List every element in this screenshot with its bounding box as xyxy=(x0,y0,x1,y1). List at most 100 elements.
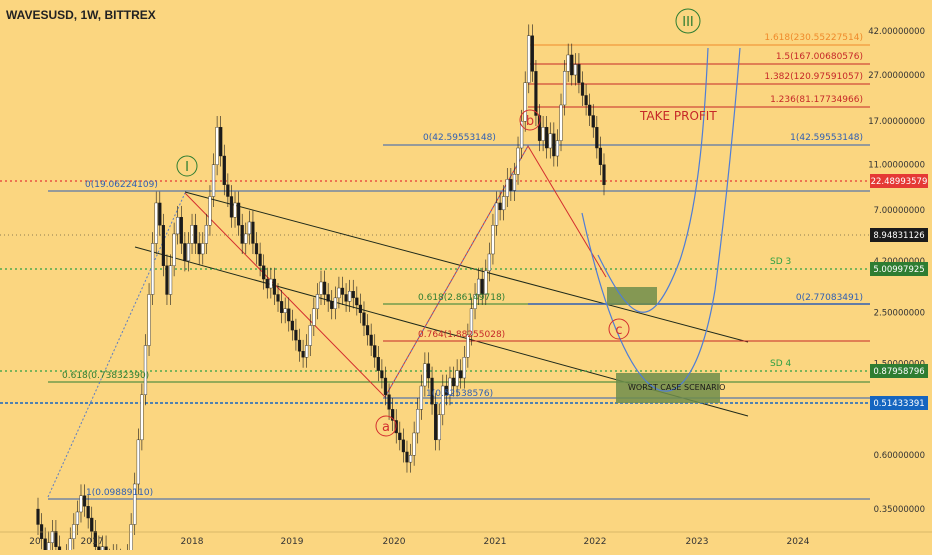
candle-body xyxy=(534,71,538,116)
fib-0618-left-label: 0.618(0.73832390) xyxy=(62,371,149,381)
candle-body xyxy=(197,243,201,255)
candle-body xyxy=(305,345,309,358)
candle-body xyxy=(584,95,588,106)
time-axis: 20 2017 2018 2019 2020 2021 2022 2023 2024 xyxy=(0,531,932,547)
y-tick-label: 2.50000000 xyxy=(874,309,925,319)
candle-body xyxy=(577,64,581,83)
candle-body xyxy=(215,127,219,165)
candle-body xyxy=(358,304,363,313)
candle-body xyxy=(176,217,180,235)
candle-body xyxy=(244,233,248,244)
candle-body xyxy=(68,538,72,555)
price-badge xyxy=(870,228,928,242)
candle-body xyxy=(326,294,330,302)
fib-1382-label: 1.382(120.97591057) xyxy=(764,72,863,82)
candle-body xyxy=(136,439,140,485)
candle-body xyxy=(201,243,205,255)
candle-body xyxy=(269,278,273,289)
sd3-label: SD 3 xyxy=(770,257,791,267)
candle-body xyxy=(555,140,560,157)
wave-label-a: a xyxy=(375,415,397,437)
candle-body xyxy=(82,495,87,507)
fib-1236-label: 1.236(81.17734966) xyxy=(770,95,863,105)
candle-body xyxy=(315,294,320,309)
candle-body xyxy=(408,455,413,463)
wave-label-c-text: c xyxy=(615,323,622,338)
wave-label-b: b xyxy=(519,109,541,131)
candle-body xyxy=(391,409,395,421)
candle-body xyxy=(39,524,44,539)
candle-body xyxy=(520,121,524,149)
candle-body xyxy=(129,524,133,555)
candle-body xyxy=(229,196,234,218)
candle-body xyxy=(208,196,212,226)
x-tick-label: 2023 xyxy=(686,537,709,547)
candle-body xyxy=(154,202,158,244)
candle-body xyxy=(376,357,380,371)
candle-body xyxy=(595,127,599,149)
candle-body xyxy=(237,202,241,226)
candle-body xyxy=(133,483,137,525)
candle-body xyxy=(330,301,334,309)
candle-body xyxy=(365,325,370,336)
candle-body xyxy=(233,202,237,218)
candle-body xyxy=(168,265,173,295)
candle-body xyxy=(588,104,592,116)
candle-body xyxy=(340,287,345,295)
candle-body xyxy=(72,524,76,539)
candle-body xyxy=(258,253,262,266)
candle-body xyxy=(93,531,97,547)
candle-body xyxy=(276,294,280,302)
candle-body xyxy=(47,542,51,555)
candle-body xyxy=(423,363,427,387)
price-badge-label: 5.00997925 xyxy=(873,265,924,275)
price-badge-label: 0.87958796 xyxy=(873,367,924,377)
candle-body xyxy=(570,54,574,76)
candle-body xyxy=(348,291,352,302)
candle-body xyxy=(147,294,151,346)
candle-body xyxy=(369,334,373,346)
candle-body xyxy=(559,104,563,141)
price-badges: 8.94831126 22.48993579 5.00997925 0.8795879… xyxy=(870,174,928,410)
take-profit-label: TAKE PROFIT xyxy=(639,109,717,123)
price-badge xyxy=(870,174,928,188)
candle-body xyxy=(272,278,277,295)
candle-body xyxy=(308,325,312,346)
candle-body xyxy=(537,115,542,141)
candle-body xyxy=(312,308,316,326)
candle-body xyxy=(226,184,230,197)
candle-body xyxy=(416,409,420,434)
candle-body xyxy=(387,394,391,410)
candle-body xyxy=(505,179,509,197)
candle-body xyxy=(254,243,259,255)
x-tick-label: 2024 xyxy=(787,537,810,547)
candle-body xyxy=(566,54,570,72)
price-badge-label: 8.94831126 xyxy=(873,231,924,241)
candle-body xyxy=(251,221,255,244)
x-tick-label: 2021 xyxy=(484,537,507,547)
candle-body xyxy=(362,312,366,326)
y-tick-label: 27.00000000 xyxy=(868,71,925,81)
candle-body xyxy=(194,225,198,244)
fib-0-left-label: 0(19.06224109) xyxy=(85,180,158,190)
y-tick-label: 0.60000000 xyxy=(874,451,925,461)
wave-label-III-text: III xyxy=(682,15,694,30)
candle-body xyxy=(430,377,434,405)
candle-body xyxy=(344,294,348,302)
candle-body xyxy=(279,301,284,313)
candle-body xyxy=(143,345,148,395)
fib-0-right-label: 0(2.77083491) xyxy=(796,293,863,303)
candle-body xyxy=(516,147,520,175)
fib-15-label: 1.5(167.00680576) xyxy=(776,52,863,62)
candle-body xyxy=(530,35,534,72)
candle-body xyxy=(373,345,377,358)
worst-case-zone-box xyxy=(616,373,720,403)
wave-label-I: I xyxy=(176,155,198,177)
candle-body xyxy=(509,179,513,191)
x-tick-label: 2020 xyxy=(383,537,406,547)
fib-1-bottom-label: 1(0.09889110) xyxy=(86,488,153,498)
fib-1618-label: 1.618(230.55227514) xyxy=(764,33,863,43)
candle-body xyxy=(459,370,463,379)
candle-body xyxy=(541,127,545,141)
